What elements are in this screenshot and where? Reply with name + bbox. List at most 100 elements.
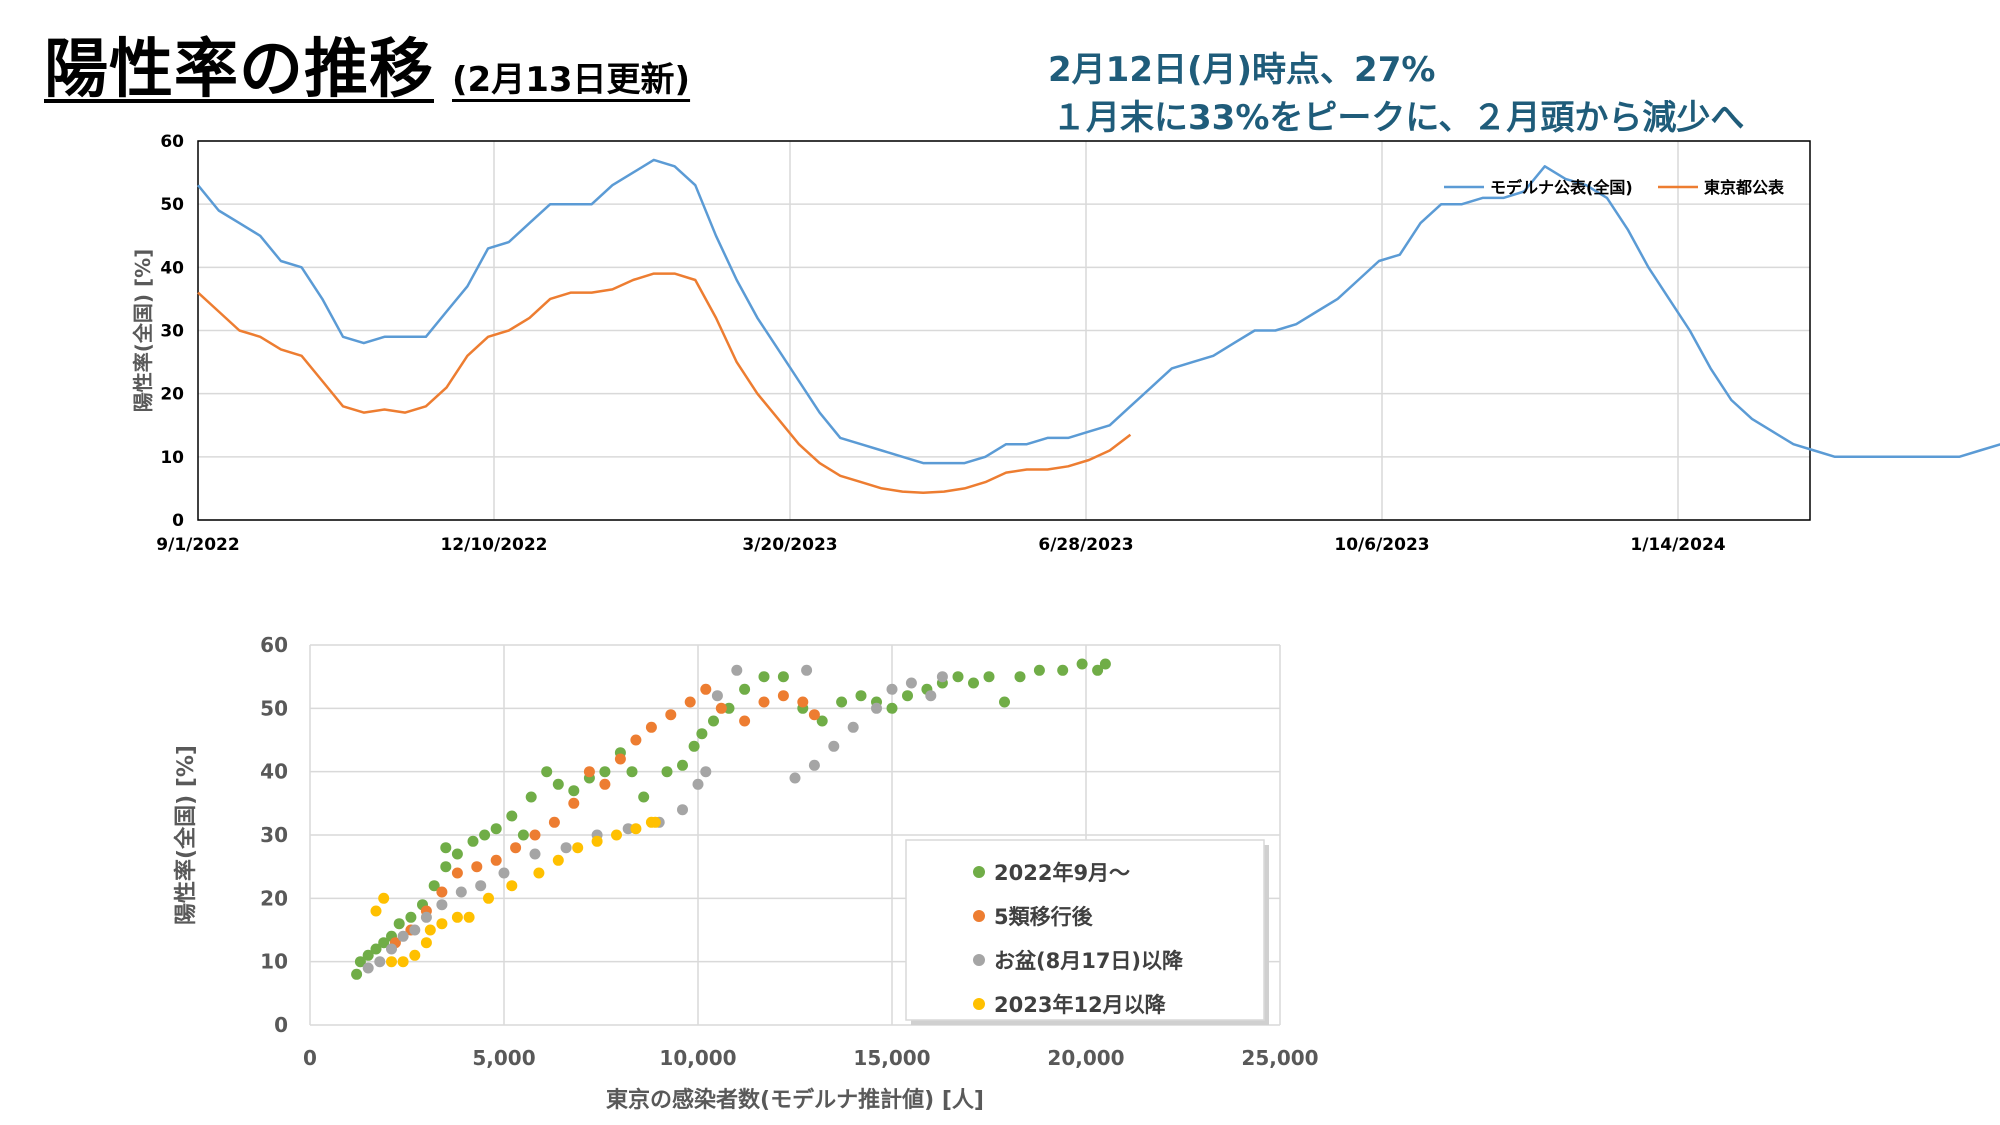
scatter-point-1 xyxy=(816,715,828,727)
scatter-point-4 xyxy=(649,816,661,828)
scatter-point-3 xyxy=(936,671,948,683)
y-tick-label: 40 xyxy=(260,760,288,784)
y-tick-label: 30 xyxy=(160,322,184,342)
scatter-point-3 xyxy=(871,702,882,714)
scatter-point-1 xyxy=(1092,664,1104,676)
title-main: 陽性率の推移 xyxy=(44,33,434,107)
scatter-point-1 xyxy=(871,696,882,708)
scatter-point-1 xyxy=(599,766,611,778)
x-tick-label: 3/20/2023 xyxy=(742,535,837,555)
scatter-point-1 xyxy=(451,848,463,860)
scatter-point-2 xyxy=(777,690,789,702)
scatter-point-3 xyxy=(886,683,898,695)
scatter-point-3 xyxy=(731,664,743,676)
scatter-point-4 xyxy=(424,924,436,936)
scatter-point-1 xyxy=(417,899,428,911)
legend-label-2: 東京都公表 xyxy=(1704,178,1785,197)
scatter-point-1 xyxy=(921,683,933,695)
scatter-point-2 xyxy=(645,721,657,733)
scatter-point-3 xyxy=(529,848,541,860)
scatter-point-2 xyxy=(548,816,560,828)
scatter-point-2 xyxy=(630,734,642,746)
scatter-point-1 xyxy=(797,702,809,714)
legend-marker-2 xyxy=(973,910,985,922)
scatter-point-1 xyxy=(440,861,452,873)
scatter-point-4 xyxy=(397,956,409,968)
scatter-point-1 xyxy=(696,728,708,740)
scatter-point-2 xyxy=(808,709,820,721)
scatter-point-4 xyxy=(409,949,421,961)
scatter-point-1 xyxy=(1014,671,1026,683)
legend-label-2: 5類移行後 xyxy=(994,905,1094,929)
scatter-point-2 xyxy=(420,905,432,917)
scatter-point-2 xyxy=(700,683,712,695)
scatter-point-4 xyxy=(463,911,475,923)
scatter-point-3 xyxy=(560,842,572,854)
x-tick-label: 20,000 xyxy=(1047,1046,1124,1070)
scatter-point-1 xyxy=(855,690,867,702)
scatter-point-2 xyxy=(684,696,696,708)
scatter-point-1 xyxy=(936,677,948,689)
scatter-point-1 xyxy=(1033,664,1045,676)
scatter-point-1 xyxy=(405,911,417,923)
scatter-point-1 xyxy=(467,835,479,847)
scatter-point-4 xyxy=(378,892,390,904)
scatter-point-3 xyxy=(409,924,421,936)
series-line-2 xyxy=(197,272,1132,495)
scatter-point-3 xyxy=(808,759,820,771)
scatter-point-1 xyxy=(490,823,502,835)
legend-label-1: モデルナ公表(全国) xyxy=(1490,178,1633,197)
scatter-point-2 xyxy=(471,861,483,873)
headline: 2月12日(月)時点、27% １月末に33%をピークに、２月頭から減少へ xyxy=(1048,46,1744,142)
scatter-point-3 xyxy=(455,886,467,898)
legend-marker-4 xyxy=(973,998,985,1010)
scatter-point-1 xyxy=(952,671,964,683)
legend-shadow xyxy=(911,845,1269,1025)
scatter-point-2 xyxy=(758,696,770,708)
scatter-point-3 xyxy=(397,930,409,942)
scatter-point-3 xyxy=(711,690,723,702)
y-tick-label: 20 xyxy=(260,886,288,910)
legend-label-3: お盆(8月17日)以降 xyxy=(994,949,1184,973)
scatter-point-3 xyxy=(475,880,487,892)
scatter-point-1 xyxy=(677,759,688,771)
scatter-point-2 xyxy=(436,886,448,898)
y-axis-label: 陽性率(全国) [%] xyxy=(173,745,199,925)
scatter-point-4 xyxy=(370,905,382,917)
scatter-point-1 xyxy=(836,696,848,708)
x-tick-label: 25,000 xyxy=(1241,1046,1318,1070)
scatter-point-2 xyxy=(797,696,809,708)
scatter-point-1 xyxy=(739,683,751,695)
scatter-point-3 xyxy=(362,962,374,974)
y-tick-label: 10 xyxy=(260,950,288,974)
scatter-point-1 xyxy=(506,810,518,822)
scatter-point-1 xyxy=(386,930,397,942)
scatter-point-1 xyxy=(661,766,673,778)
scatter-point-1 xyxy=(552,778,564,790)
scatter-point-3 xyxy=(386,943,397,955)
scatter-point-4 xyxy=(483,892,494,904)
scatter-point-3 xyxy=(789,772,801,784)
scatter-point-1 xyxy=(378,937,390,949)
y-tick-label: 60 xyxy=(160,132,184,152)
scatter-point-1 xyxy=(902,690,913,702)
scatter-point-2 xyxy=(568,797,580,809)
scatter-point-1 xyxy=(541,766,553,778)
plot-frame xyxy=(197,140,1811,521)
scatter-point-2 xyxy=(599,778,611,790)
scatter-point-2 xyxy=(451,867,463,879)
scatter-point-3 xyxy=(925,690,937,702)
x-tick-label: 1/14/2024 xyxy=(1630,535,1725,555)
scatter-point-3 xyxy=(653,816,665,828)
page-title: 陽性率の推移 (2月13日更新) xyxy=(44,18,690,110)
scatter-point-3 xyxy=(420,911,432,923)
y-tick-label: 40 xyxy=(160,258,184,278)
scatter-point-3 xyxy=(374,956,386,968)
scatter-point-1 xyxy=(583,772,595,784)
scatter-point-4 xyxy=(591,835,603,847)
y-tick-label: 0 xyxy=(172,511,184,531)
scatter-point-4 xyxy=(630,823,642,835)
line-chart: 0 10 20 30 40 50 60 9/1/2022 12/10/2022 3/20/2023… xyxy=(131,132,2000,555)
scatter-point-1 xyxy=(440,842,452,854)
legend-label-4: 2023年12月以降 xyxy=(994,993,1167,1017)
